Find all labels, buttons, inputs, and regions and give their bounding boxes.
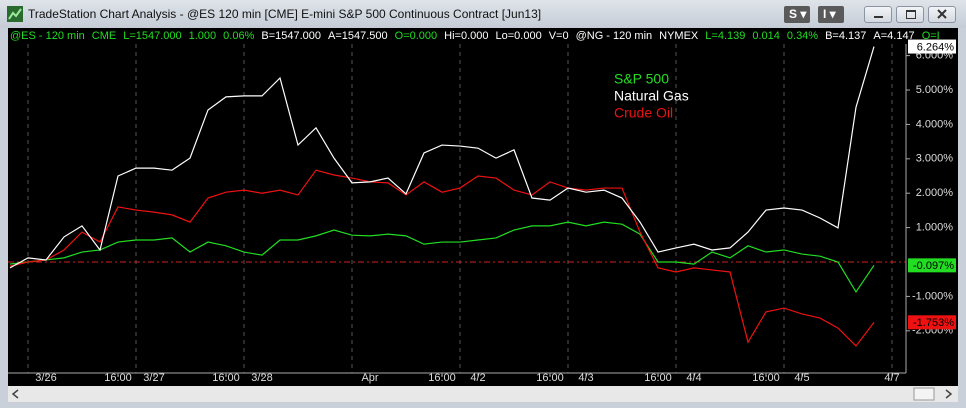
status-item: V=0 — [548, 30, 569, 42]
last-value-label: 6.264% — [917, 41, 955, 53]
status-item: L=1547.000 — [123, 30, 182, 42]
series-line — [9, 46, 875, 269]
status-item: B=4.137 — [825, 30, 867, 42]
x-tick-label: 16:00 — [428, 372, 456, 384]
x-tick-label: 3/28 — [251, 372, 272, 384]
x-tick-label: 16:00 — [644, 372, 672, 384]
close-button[interactable] — [928, 6, 956, 23]
status-item: L=4.139 — [705, 30, 746, 42]
status-item: Lo=0.000 — [495, 30, 542, 42]
status-item: 0.06% — [223, 30, 255, 42]
status-line: @ES - 120 min CME L=1547.000 1.000 0.06% B=15… — [10, 30, 956, 44]
legend-entry: S&P 500 — [614, 71, 669, 87]
last-value-box — [908, 39, 956, 54]
x-tick-label: 16:00 — [752, 372, 780, 384]
x-tick-label: 4/7 — [884, 372, 899, 384]
app-icon — [7, 6, 23, 22]
scroll-arrows — [11, 387, 953, 401]
window-title: TradeStation Chart Analysis - @ES 120 mi… — [28, 7, 542, 21]
status-item: 0.014 — [752, 30, 780, 42]
x-tick-label: 16:00 — [536, 372, 564, 384]
toolbar-button[interactable]: I ▾ — [818, 6, 844, 23]
legend-entry: Crude Oil — [614, 105, 673, 121]
status-item: B=1547.000 — [261, 30, 321, 42]
scrollbar[interactable] — [8, 386, 958, 402]
minimize-button[interactable] — [864, 6, 892, 23]
last-value-box — [908, 258, 956, 273]
status-item: Hi=0.000 — [444, 30, 489, 42]
status-item: 0.34% — [786, 30, 819, 42]
title-bar: TradeStation Chart Analysis - @ES 120 mi… — [0, 0, 966, 28]
close-icon — [937, 9, 947, 19]
button-label: I — [823, 7, 827, 21]
chart: -2.000%-1.000%1.000%2.000%3.000%4.000%5.… — [8, 28, 958, 386]
x-tick-label: 16:00 — [104, 372, 132, 384]
plot-background — [8, 28, 958, 386]
y-tick-label: 3.000% — [916, 153, 954, 165]
x-tick-label: 4/3 — [578, 372, 593, 384]
status-item: O=I — [921, 30, 940, 42]
x-tick-label: 4/4 — [686, 372, 701, 384]
x-tick-label: 3/26 — [35, 372, 56, 384]
y-tick-label: 5.000% — [916, 84, 954, 96]
x-tick-label: 16:00 — [212, 372, 240, 384]
x-tick-label: Apr — [361, 372, 378, 384]
status-item: NYMEX — [659, 30, 699, 42]
button-label: S — [789, 7, 798, 21]
y-tick-label: 1.000% — [916, 222, 954, 234]
status-item: 1.000 — [188, 30, 217, 42]
y-tick-label: 4.000% — [916, 118, 954, 130]
last-value-box — [908, 315, 956, 330]
last-value-label: -0.097% — [913, 260, 954, 272]
status-item: A=4.147 — [873, 30, 915, 42]
x-tick-label: 3/27 — [143, 372, 164, 384]
status-item: O=0.000 — [394, 30, 438, 42]
status-item: @ES - 120 min — [10, 30, 85, 42]
maximize-button[interactable] — [896, 6, 924, 23]
status-item: A=1547.500 — [328, 30, 388, 42]
x-tick-label: 4/5 — [794, 372, 809, 384]
y-tick-label: 2.000% — [916, 187, 954, 199]
status-item: CME — [91, 30, 117, 42]
last-value-label: -1.753% — [913, 317, 954, 329]
series-line — [9, 169, 875, 347]
status-item: @NG - 120 min — [575, 30, 653, 42]
y-tick-label: -1.000% — [912, 290, 953, 302]
series-line — [9, 221, 875, 294]
x-tick-label: 4/2 — [470, 372, 485, 384]
legend-entry: Natural Gas — [614, 88, 689, 104]
toolbar-button[interactable]: S ▾ — [784, 6, 810, 23]
